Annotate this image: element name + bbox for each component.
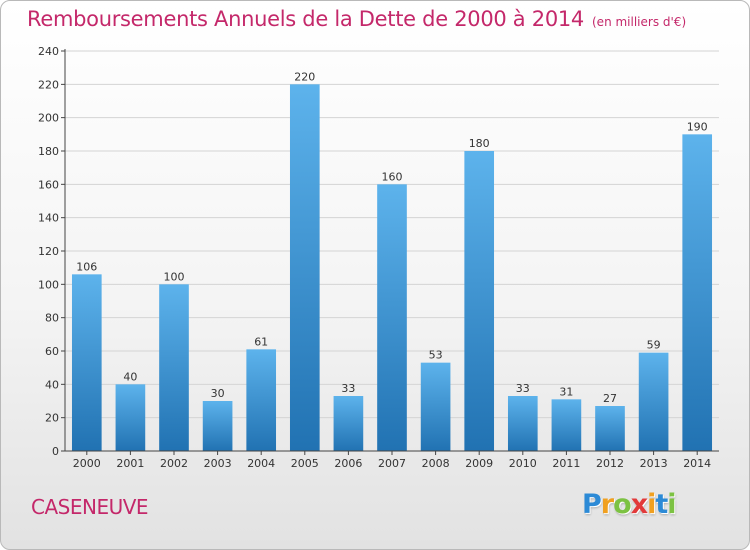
data-label-2000: 106: [76, 260, 97, 273]
bar-2014: [682, 134, 713, 452]
data-label-2009: 180: [469, 137, 490, 150]
bar-2011: [551, 399, 582, 451]
x-tick-label: 2013: [640, 457, 668, 470]
proxiti-logo: Proxiti: [582, 489, 677, 520]
bar-2009: [464, 151, 495, 451]
x-tick-label: 2012: [596, 457, 624, 470]
y-tick-label: 0: [52, 445, 59, 458]
y-tick-label: 140: [38, 212, 59, 225]
bar-2008: [420, 362, 451, 451]
bar-2002: [159, 284, 189, 451]
commune-name: CASENEUVE: [31, 495, 149, 519]
logo-letter: x: [630, 489, 648, 520]
data-label-2007: 160: [382, 170, 403, 183]
x-tick-label: 2014: [683, 457, 711, 470]
y-tick-label: 240: [38, 45, 59, 58]
x-tick-label: 2008: [422, 457, 450, 470]
x-tick-label: 2003: [204, 457, 232, 470]
bar-2000: [71, 274, 102, 451]
y-tick-label: 160: [38, 178, 59, 191]
data-label-2014: 190: [687, 120, 708, 133]
bar-2001: [115, 384, 146, 451]
data-label-2006: 33: [341, 382, 355, 395]
logo-letter: t: [655, 489, 668, 520]
logo-letter: o: [613, 489, 632, 520]
data-label-2008: 53: [429, 349, 443, 362]
y-tick-label: 40: [45, 378, 59, 391]
x-tick-label: 2011: [552, 457, 580, 470]
logo-letter: r: [600, 489, 614, 520]
y-tick-label: 20: [45, 412, 59, 425]
data-label-2002: 100: [164, 270, 185, 283]
data-label-2012: 27: [603, 392, 617, 405]
x-tick-label: 2000: [73, 457, 101, 470]
x-tick-label: 2005: [291, 457, 319, 470]
data-label-2011: 31: [559, 385, 573, 398]
bar-2010: [507, 396, 538, 451]
y-tick-label: 200: [38, 112, 59, 125]
y-tick-label: 120: [38, 245, 59, 258]
y-tick-label: 80: [45, 312, 59, 325]
y-tick-label: 180: [38, 145, 59, 158]
bars: 106 40 100 30 61 220 33 160 53 180 33 31 27 59 190: [71, 70, 713, 452]
data-label-2001: 40: [123, 370, 137, 383]
logo-letter: i: [667, 489, 676, 520]
bar-2005: [289, 84, 320, 451]
x-tick-label: 2002: [160, 457, 188, 470]
bar-2007: [377, 184, 407, 452]
chart-title-unit: (en milliers d'€): [592, 15, 687, 29]
data-label-2004: 61: [254, 335, 268, 348]
data-label-2005: 220: [294, 70, 315, 83]
data-label-2003: 30: [211, 387, 225, 400]
logo-letter: i: [647, 489, 656, 520]
y-tick-label: 60: [45, 345, 59, 358]
x-tick-label: 2004: [247, 457, 275, 470]
x-tick-label: 2001: [116, 457, 144, 470]
x-tick-label: 2007: [378, 457, 406, 470]
logo-letter: P: [582, 489, 602, 520]
data-label-2010: 33: [516, 382, 530, 395]
chart-title-text: Remboursements Annuels de la Dette de 20…: [27, 7, 584, 31]
x-tick-label: 2010: [509, 457, 537, 470]
axes: 0 20 40 60 80 100 120 140 160 180 200 220 240 2000 200…: [38, 45, 719, 470]
y-tick-label: 220: [38, 78, 59, 91]
data-label-2013: 59: [647, 339, 661, 352]
x-tick-label: 2009: [465, 457, 493, 470]
chart-title: Remboursements Annuels de la Dette de 20…: [27, 7, 686, 31]
bar-2012: [595, 406, 625, 451]
x-tick-label: 2006: [334, 457, 362, 470]
y-tick-label: 100: [38, 278, 59, 291]
bar-2003: [202, 401, 233, 451]
bar-2004: [246, 349, 277, 451]
bar-2013: [638, 352, 669, 451]
bar-2006: [333, 396, 364, 451]
